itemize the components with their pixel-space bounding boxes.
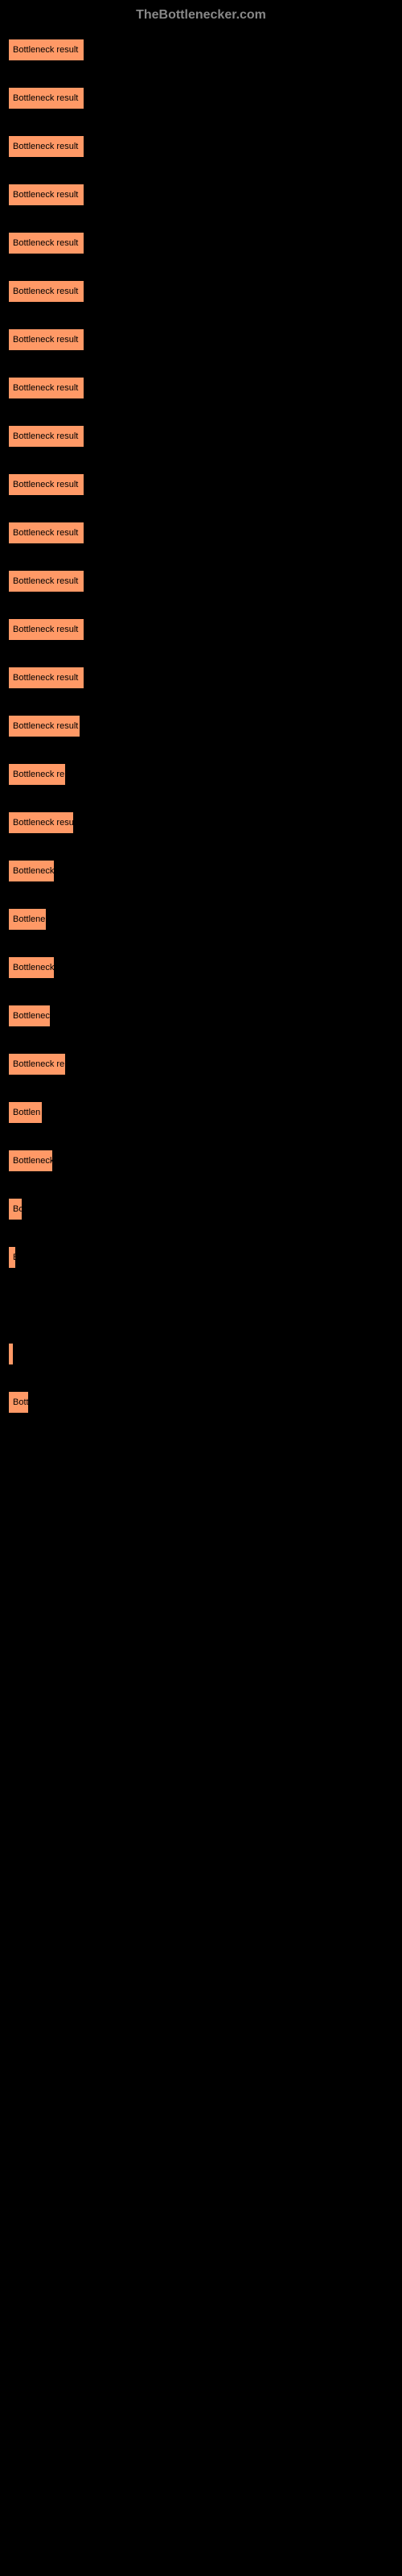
chart-bar: Bottleneck result: [8, 522, 84, 544]
chart-bar: Bottleneck result: [8, 715, 80, 737]
bar-row: Bottleneck result: [8, 232, 394, 254]
chart-bar: [8, 1343, 14, 1365]
chart-bar: Bottleneck result: [8, 618, 84, 641]
bar-row: Bottleneck re: [8, 763, 394, 786]
bar-row: [8, 1633, 394, 1655]
chart-bar: Bottleneck result: [8, 232, 84, 254]
bar-row: Bottleneck result: [8, 135, 394, 158]
bar-row: Bottleneck: [8, 1150, 394, 1172]
bar-row: Bottlene: [8, 908, 394, 931]
chart-bar: Bottleneck: [8, 956, 55, 979]
bar-row: Bottleneck result: [8, 377, 394, 399]
bar-row: [8, 1874, 394, 1897]
chart-bar: Bottlen: [8, 1101, 43, 1124]
chart-bar: Bottlene: [8, 908, 47, 931]
bar-row: [8, 1439, 394, 1462]
chart-bar: Bottleneck result: [8, 667, 84, 689]
chart-bar: Bo: [8, 1198, 23, 1220]
bar-row: [8, 1729, 394, 1752]
bar-row: Bott: [8, 1391, 394, 1414]
chart-bar: Bottleneck re: [8, 1053, 66, 1075]
bar-row: [8, 2357, 394, 2380]
bar-row: [8, 1681, 394, 1703]
chart-bar: Bottlenec: [8, 1005, 51, 1027]
bar-row: [8, 2067, 394, 2090]
bar-row: Bottleneck: [8, 956, 394, 979]
bar-row: [8, 1971, 394, 1993]
bar-row: [8, 2212, 394, 2235]
bar-row: [8, 2116, 394, 2138]
chart-bar: Bott: [8, 1391, 29, 1414]
chart-bar: Bottleneck result: [8, 135, 84, 158]
bar-row: [8, 2454, 394, 2476]
bar-row: Bottlenec: [8, 1005, 394, 1027]
bar-chart: Bottleneck result Bottleneck result Bottle…: [8, 39, 394, 2524]
chart-bar: Bottleneck result: [8, 473, 84, 496]
bar-row: Bottleneck resu: [8, 811, 394, 834]
bar-row: [8, 1343, 394, 1365]
bar-row: [8, 2260, 394, 2283]
bar-row: [8, 2405, 394, 2428]
chart-bar: Bottleneck resu: [8, 811, 74, 834]
bar-row: Bottleneck: [8, 860, 394, 882]
bar-row: Bottleneck result: [8, 667, 394, 689]
bar-row: [8, 2164, 394, 2186]
chart-bar: Bottleneck: [8, 860, 55, 882]
chart-bar: Bottleneck result: [8, 39, 84, 61]
site-header: TheBottlenecker.com: [8, 8, 394, 23]
bar-row: [8, 1294, 394, 1317]
chart-bar: Bottleneck result: [8, 570, 84, 592]
bar-row: Bo: [8, 1198, 394, 1220]
bar-row: [8, 1922, 394, 1945]
bar-row: Bottleneck result: [8, 522, 394, 544]
bar-row: Bottleneck re: [8, 1053, 394, 1075]
bar-row: Bottleneck result: [8, 618, 394, 641]
bar-row: [8, 2309, 394, 2331]
chart-bar: Bottleneck result: [8, 425, 84, 448]
bar-row: [8, 2019, 394, 2041]
chart-bar: B: [8, 1246, 16, 1269]
chart-bar: Bottleneck result: [8, 87, 84, 109]
chart-bar: Bottleneck re: [8, 763, 66, 786]
bar-row: [8, 2502, 394, 2524]
bar-row: B: [8, 1246, 394, 1269]
chart-bar: Bottleneck result: [8, 377, 84, 399]
bar-row: [8, 1826, 394, 1848]
bar-row: Bottleneck result: [8, 473, 394, 496]
bar-row: Bottlen: [8, 1101, 394, 1124]
chart-bar: Bottleneck result: [8, 280, 84, 303]
chart-bar: Bottleneck result: [8, 328, 84, 351]
bar-row: [8, 1488, 394, 1510]
chart-bar: Bottleneck result: [8, 184, 84, 206]
bar-row: Bottleneck result: [8, 570, 394, 592]
bar-row: Bottleneck result: [8, 328, 394, 351]
bar-row: [8, 1584, 394, 1607]
bar-row: [8, 1536, 394, 1558]
bar-row: Bottleneck result: [8, 715, 394, 737]
bar-row: Bottleneck result: [8, 280, 394, 303]
bar-row: [8, 1777, 394, 1800]
chart-bar: Bottleneck: [8, 1150, 53, 1172]
bar-row: Bottleneck result: [8, 87, 394, 109]
bar-row: Bottleneck result: [8, 425, 394, 448]
bar-row: Bottleneck result: [8, 39, 394, 61]
bar-row: Bottleneck result: [8, 184, 394, 206]
